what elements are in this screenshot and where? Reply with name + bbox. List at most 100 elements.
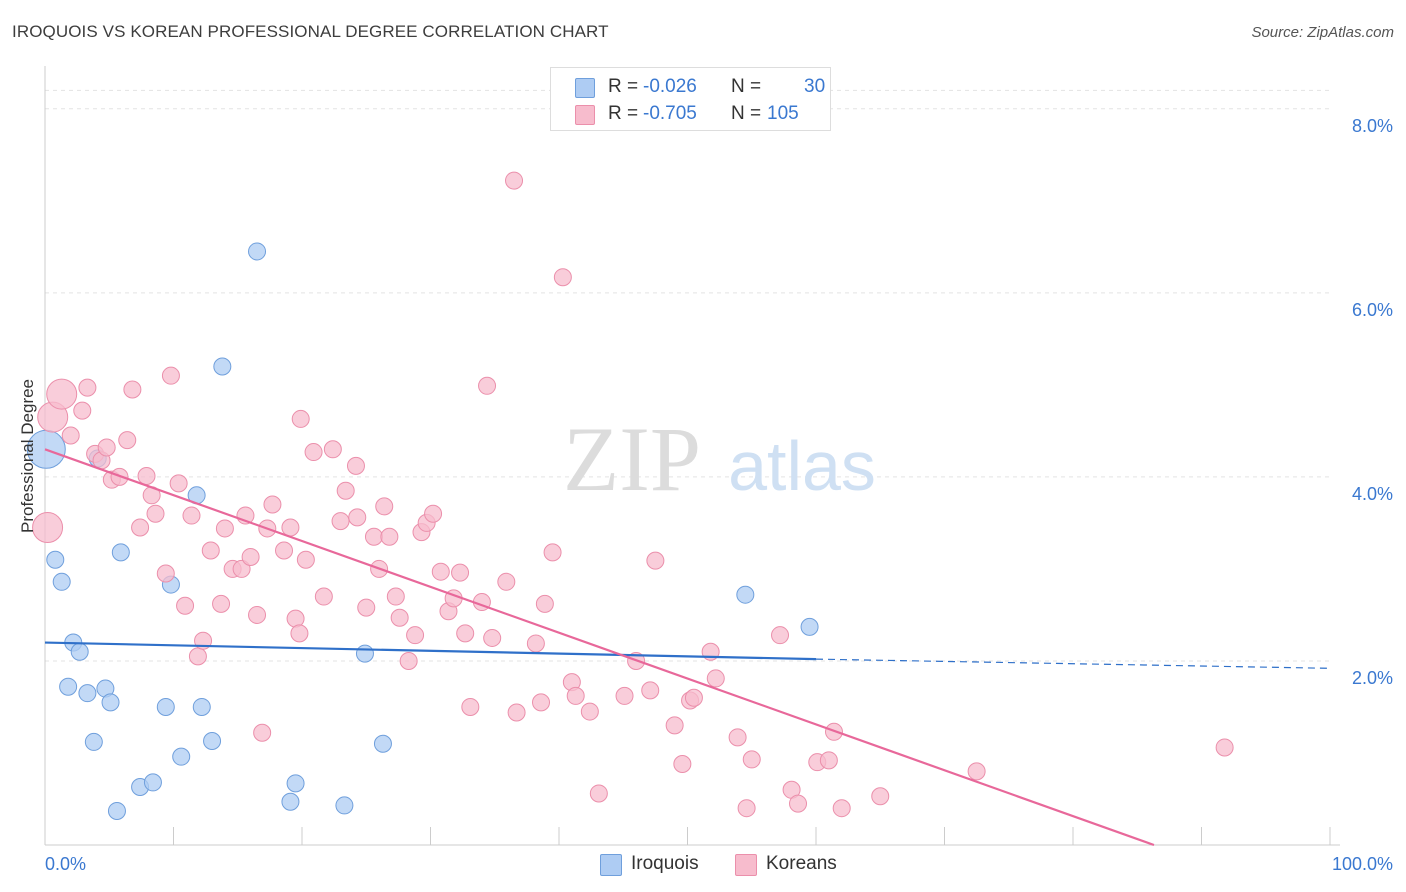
koreans-point bbox=[263, 495, 282, 514]
iroquois-point bbox=[373, 734, 392, 753]
r-label: R = bbox=[608, 103, 639, 124]
koreans-point bbox=[97, 438, 116, 457]
koreans-point bbox=[323, 440, 342, 459]
iroquois-point bbox=[248, 242, 267, 261]
koreans-point bbox=[73, 401, 92, 420]
koreans-point bbox=[789, 794, 808, 813]
koreans-point bbox=[296, 550, 315, 569]
koreans-point bbox=[819, 751, 838, 770]
y-tick-label: 8.0% bbox=[1352, 116, 1393, 136]
trend-lines bbox=[44, 448, 1331, 847]
watermark-atlas: atlas bbox=[728, 427, 876, 505]
koreans-point bbox=[137, 466, 156, 485]
iroquois-trend-extension bbox=[815, 658, 1331, 669]
iroquois-point bbox=[59, 677, 78, 696]
koreans-point bbox=[131, 518, 150, 537]
koreans-point bbox=[61, 426, 80, 445]
watermark-zip: ZIP bbox=[563, 408, 701, 510]
iroquois-point bbox=[111, 543, 130, 562]
iroquois-point bbox=[213, 357, 232, 376]
koreans-point bbox=[684, 688, 703, 707]
koreans-point bbox=[424, 504, 443, 523]
iroquois-point bbox=[78, 684, 97, 703]
koreans-point bbox=[451, 563, 470, 582]
koreans-point bbox=[832, 799, 851, 818]
koreans-point bbox=[253, 723, 272, 742]
koreans-point bbox=[1215, 738, 1234, 757]
koreans-point bbox=[665, 716, 684, 735]
koreans-point bbox=[241, 547, 260, 566]
iroquois-point bbox=[172, 747, 191, 766]
iroquois-swatch bbox=[575, 78, 595, 98]
koreans-point bbox=[215, 519, 234, 538]
koreans-point bbox=[737, 799, 756, 818]
koreans-point bbox=[967, 762, 986, 781]
koreans-point bbox=[505, 171, 524, 190]
koreans-point bbox=[641, 681, 660, 700]
iroquois-point bbox=[143, 773, 162, 792]
koreans-point bbox=[478, 376, 497, 395]
koreans-swatch bbox=[575, 105, 595, 125]
koreans-point bbox=[304, 443, 323, 462]
iroquois-point bbox=[156, 697, 175, 716]
koreans-point bbox=[188, 647, 207, 666]
koreans-point bbox=[728, 728, 747, 747]
n-value: 30 bbox=[804, 76, 826, 97]
iroquois-point bbox=[355, 644, 374, 663]
koreans-point bbox=[380, 527, 399, 546]
koreans-point bbox=[589, 784, 608, 803]
koreans-point bbox=[566, 686, 585, 705]
iroquois-point bbox=[107, 801, 126, 820]
koreans-point bbox=[553, 268, 572, 287]
iroquois-point bbox=[192, 697, 211, 716]
koreans-point bbox=[123, 380, 142, 399]
koreans-point bbox=[348, 508, 367, 527]
iroquois-swatch bbox=[600, 854, 622, 876]
koreans-trend-line bbox=[44, 448, 1155, 847]
correlation-legend: R = -0.026 N = 30 R = -0.705 N = 105 bbox=[550, 67, 831, 131]
koreans-point bbox=[535, 594, 554, 613]
n-label: N = bbox=[731, 76, 762, 97]
iroquois-point bbox=[800, 617, 819, 636]
koreans-point bbox=[406, 626, 425, 645]
koreans-point bbox=[461, 697, 480, 716]
koreans-point bbox=[771, 626, 790, 645]
koreans-point bbox=[580, 702, 599, 721]
koreans-point bbox=[291, 409, 310, 428]
koreans-point bbox=[742, 750, 761, 769]
iroquois-point bbox=[335, 796, 354, 815]
koreans-point bbox=[176, 596, 195, 615]
koreans-point bbox=[32, 512, 64, 544]
koreans-point bbox=[146, 504, 165, 523]
koreans-point bbox=[156, 564, 175, 583]
koreans-point bbox=[290, 624, 309, 643]
koreans-point bbox=[507, 703, 526, 722]
iroquois-point bbox=[203, 732, 222, 751]
koreans-point bbox=[357, 598, 376, 617]
source-note: Source: ZipAtlas.com bbox=[1251, 24, 1394, 41]
watermark: ZIP atlas bbox=[563, 408, 876, 510]
koreans-point bbox=[331, 512, 350, 531]
koreans-point bbox=[201, 541, 220, 560]
legend-label: Iroquois bbox=[631, 853, 699, 874]
y-axis-label: Professional Degree bbox=[18, 378, 37, 534]
n-value: 105 bbox=[767, 103, 799, 124]
iroquois-point bbox=[46, 550, 65, 569]
iroquois-point bbox=[281, 792, 300, 811]
koreans-point bbox=[286, 609, 305, 628]
r-value: -0.705 bbox=[643, 103, 697, 124]
koreans-point bbox=[182, 506, 201, 525]
koreans-point bbox=[646, 551, 665, 570]
r-label: R = bbox=[608, 76, 639, 97]
koreans-point bbox=[386, 587, 405, 606]
iroquois-trend-line bbox=[44, 641, 817, 661]
chart-title: IROQUOIS VS KOREAN PROFESSIONAL DEGREE C… bbox=[12, 22, 609, 41]
iroquois-point bbox=[286, 774, 305, 793]
koreans-point bbox=[483, 628, 502, 647]
iroquois-point bbox=[101, 693, 120, 712]
koreans-point bbox=[46, 378, 78, 410]
koreans-point bbox=[281, 518, 300, 537]
koreans-point bbox=[871, 787, 890, 806]
koreans-point bbox=[532, 693, 551, 712]
